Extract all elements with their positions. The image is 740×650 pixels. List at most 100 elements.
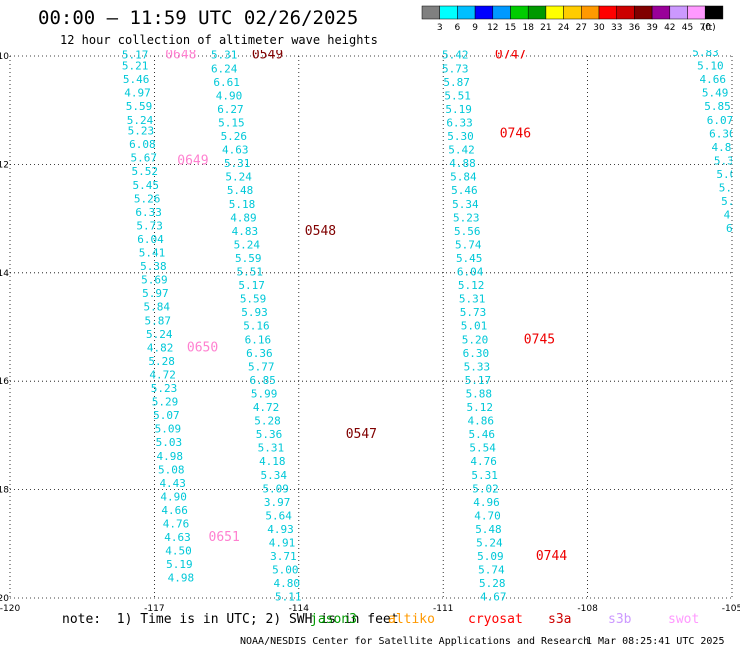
wave-height-value: 4.96 <box>473 496 500 509</box>
footer-credit: NOAA/NESDIS Center for Satellite Applica… <box>240 636 590 647</box>
wave-height-value: 5.36 <box>256 428 283 441</box>
wave-height-value: 5.09 <box>262 482 289 495</box>
color-scale-label: 70 <box>699 23 711 33</box>
wave-height-value: 5.24 <box>476 537 503 550</box>
legend-s3b: s3b <box>608 612 632 627</box>
color-scale-label: 27 <box>576 23 587 33</box>
lat-tick-label: 16 <box>0 377 9 387</box>
wave-height-value: 5.34 <box>261 469 288 482</box>
wave-height-value: 5.31 <box>471 469 498 482</box>
wave-height-value: 6.16 <box>245 333 272 346</box>
wave-height-value: 4.66 <box>699 73 726 86</box>
wave-height-value: 5.31 <box>459 293 486 306</box>
track-time-label: 0745 <box>524 332 555 347</box>
wave-height-value: 5.16 <box>243 320 270 333</box>
wave-height-value: 6.61 <box>213 76 240 89</box>
tracks-layer: 5.175.215.464.975.595.245.236.085.675.52… <box>122 46 740 604</box>
wave-height-value: 4.21 <box>724 209 740 222</box>
wave-height-value: 5.48 <box>475 523 502 536</box>
wave-height-value: 5.51 <box>444 89 471 102</box>
track-time-label: 0744 <box>536 549 567 564</box>
color-scale-label: 9 <box>472 23 478 33</box>
wave-height-value: 5.23 <box>151 382 178 395</box>
track-time-label: 0651 <box>209 530 240 545</box>
wave-height-value: 4.98 <box>157 450 184 463</box>
wave-height-value: 3.97 <box>264 496 291 509</box>
legend-jason3: jason3 <box>310 612 357 627</box>
wave-height-value: 5.99 <box>251 387 278 400</box>
wave-height-value: 5.24 <box>234 238 261 251</box>
wave-height-value: 5.21 <box>122 60 149 73</box>
wave-height-value: 5.24 <box>146 328 173 341</box>
wave-height-value: 4.67 <box>480 591 507 604</box>
wave-height-value: 5.17 <box>122 49 149 62</box>
wave-height-value: 5.77 <box>248 360 275 373</box>
wave-height-value: 5.28 <box>148 355 175 368</box>
track-time-label: 0747 <box>495 48 526 63</box>
wave-height-value: 5.29 <box>152 396 179 409</box>
color-scale-label: 36 <box>629 23 641 33</box>
wave-height-value: 5.28 <box>479 577 506 590</box>
lon-tick-label: -111 <box>433 604 453 614</box>
wave-height-value: 5.08 <box>158 463 185 476</box>
wave-height-value: 6.36 <box>246 347 273 360</box>
wave-height-value: 6.33 <box>446 116 473 129</box>
track-time-label: 0650 <box>187 340 218 355</box>
wave-height-value: 5.52 <box>132 165 159 178</box>
track-time-label: 0649 <box>177 153 208 168</box>
wave-height-value: 5.74 <box>478 564 505 577</box>
wave-height-value: 5.24 <box>127 114 154 127</box>
wave-height-value: 6.27 <box>217 103 244 116</box>
wave-height-value: 6.30 <box>709 127 736 140</box>
wave-height-value: 6.07 <box>707 114 734 127</box>
wave-height-value: 4.93 <box>267 523 294 536</box>
legend-swot: swot <box>668 612 700 627</box>
wave-height-value: 4.66 <box>161 504 188 517</box>
wave-height-value: 4.88 <box>449 157 476 170</box>
wave-height-value: 5.42 <box>442 49 469 62</box>
wave-height-value: 6.33 <box>135 206 162 219</box>
track-time-label: 0549 <box>252 48 283 63</box>
wave-height-value: 4.91 <box>269 537 296 550</box>
wave-height-value: 5.55 <box>719 182 740 195</box>
wave-height-value: 5.59 <box>240 293 267 306</box>
lat-tick-label: 10 <box>0 52 9 62</box>
wave-height-value: 6.04 <box>137 233 164 246</box>
page-title: 00:00 – 11:59 UTC 02/26/2025 <box>38 7 359 29</box>
wave-height-value: 5.9 <box>732 236 740 249</box>
lon-tick-label: -108 <box>577 604 598 614</box>
legend-cryosat: cryosat <box>468 612 523 627</box>
lon-tick-label: -117 <box>144 604 164 614</box>
wave-height-value: 5.12 <box>467 401 494 414</box>
wave-height-value: 4.18 <box>259 455 286 468</box>
wave-height-value: 6.45 <box>726 222 740 235</box>
wave-height-value: 5.48 <box>227 184 254 197</box>
wave-height-value: 5.83 <box>692 46 719 59</box>
wave-height-value: 4.63 <box>164 531 191 544</box>
color-scale-label: 42 <box>664 23 675 33</box>
wave-height-value: 4.70 <box>474 509 501 522</box>
color-swatch <box>704 5 724 20</box>
track-time-label: 0648 <box>165 48 196 63</box>
wave-height-value: 6.08 <box>129 138 156 151</box>
color-scale-label: 6 <box>455 23 461 33</box>
wave-height-value: 5.59 <box>235 252 262 265</box>
wave-height-value: 4.72 <box>149 368 176 381</box>
wave-height-value: 5.49 <box>702 87 729 100</box>
wave-height-value: 5.59 <box>126 100 153 113</box>
wave-height-value: 5.20 <box>462 333 489 346</box>
wave-height-value: 4.83 <box>232 225 259 238</box>
wave-height-value: 5.51 <box>236 266 263 279</box>
wave-height-value: 4.84 <box>712 141 739 154</box>
wave-height-value: 5.64 <box>265 509 292 522</box>
wave-height-value: 4.89 <box>230 211 257 224</box>
wave-height-value: 5.15 <box>218 116 245 129</box>
color-scale-label: 12 <box>487 23 498 33</box>
wave-height-value: 5.84 <box>144 301 171 314</box>
wave-height-value: 5.03 <box>156 436 183 449</box>
wave-height-value: 5.67 <box>131 152 158 165</box>
wave-height-value: 5.26 <box>134 192 161 205</box>
wave-height-value: 5.02 <box>472 482 499 495</box>
wave-height-value: 6.04 <box>457 266 484 279</box>
wave-height-value: 5.73 <box>460 306 487 319</box>
